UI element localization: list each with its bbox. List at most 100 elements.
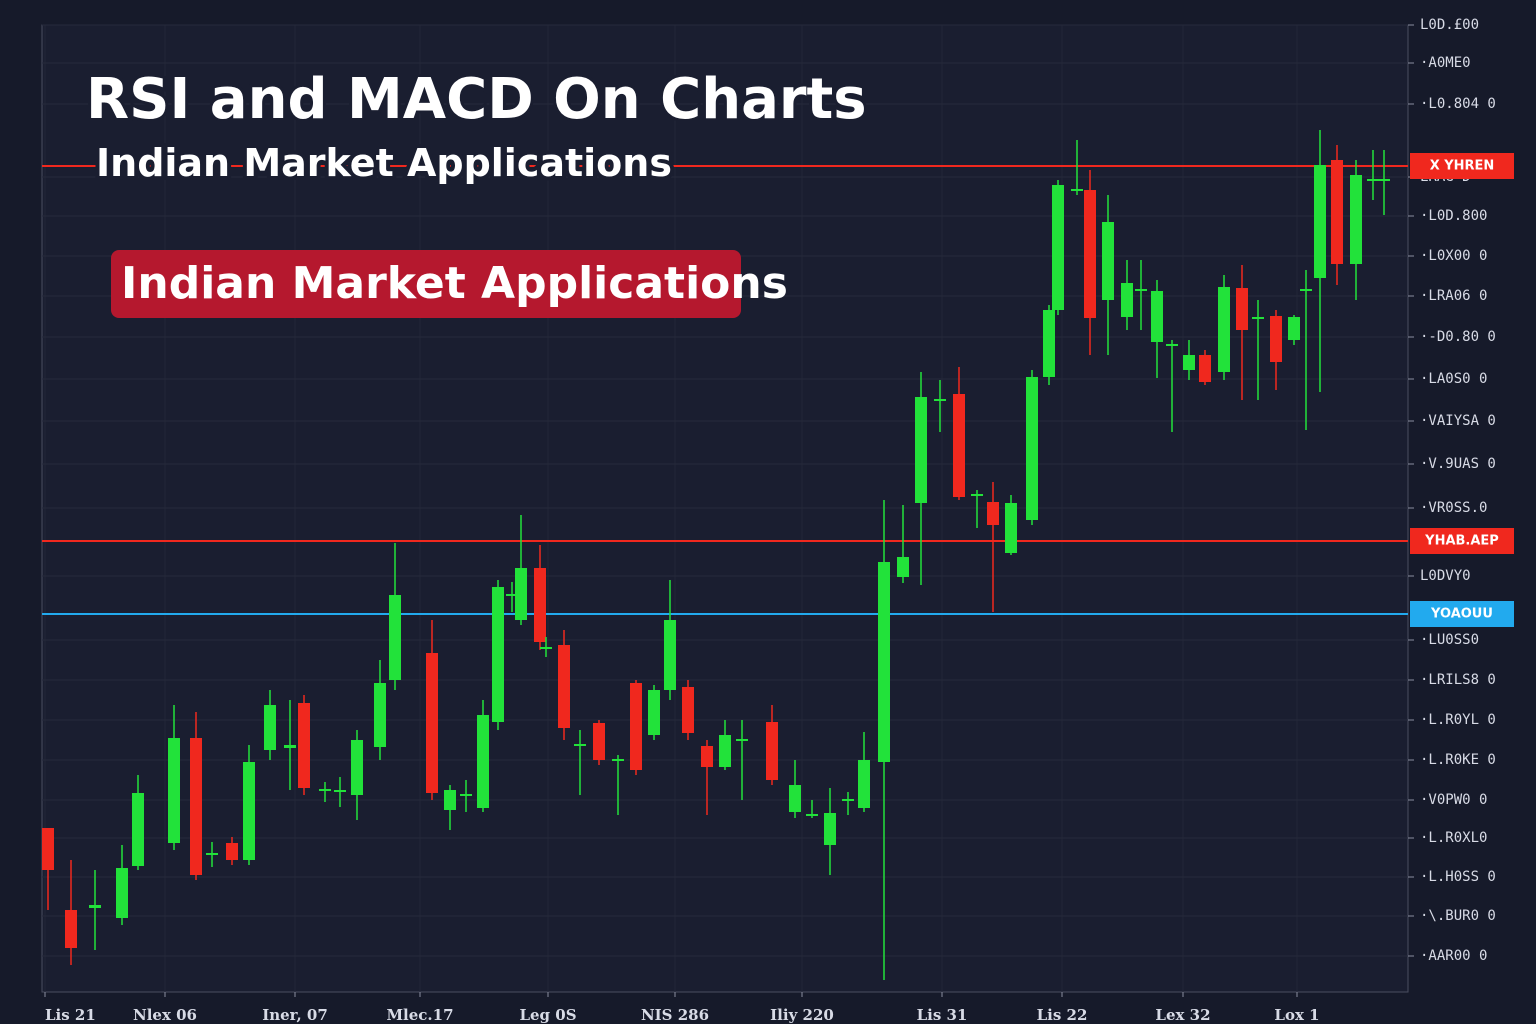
level-label-box	[1410, 153, 1514, 179]
y-tick-label: ·V0PW0 0	[1420, 792, 1487, 808]
candle-body	[1043, 310, 1055, 377]
x-tick-label: Lis 22	[1037, 1006, 1088, 1024]
candle-body	[719, 735, 731, 767]
candle-body	[987, 502, 999, 525]
candle-body	[648, 690, 660, 735]
candle-body	[540, 647, 552, 649]
candle-body	[915, 397, 927, 503]
candle-body	[664, 620, 676, 690]
y-tick-label: ·L.R0KE 0	[1420, 752, 1496, 768]
candle-body	[492, 587, 504, 722]
candle-body	[1199, 355, 1211, 382]
x-tick-label: Mlec.17	[386, 1006, 453, 1024]
y-tick-label: ·\.BUR0 0	[1420, 908, 1496, 924]
x-tick-label: Leg 0S	[519, 1006, 576, 1024]
y-tick-label: ·L0X00 0	[1420, 248, 1487, 264]
candle-body	[42, 828, 54, 870]
candle-body	[1121, 283, 1133, 317]
candle-body	[736, 739, 748, 741]
candle-body	[515, 568, 527, 620]
candle-body	[334, 790, 346, 792]
y-tick-label: L0DVY0	[1420, 568, 1471, 584]
y-tick-label: ·LU0SS0	[1420, 632, 1479, 648]
candle-body	[1071, 189, 1083, 191]
x-tick-label: Lex 32	[1155, 1006, 1210, 1024]
annotation-badge	[111, 250, 741, 318]
chart-subtitle: Indian Market Applications	[96, 141, 672, 185]
candle-body	[593, 723, 605, 760]
candle-body	[1252, 317, 1264, 319]
level-label-box	[1410, 528, 1514, 554]
candle-body	[190, 738, 202, 875]
candle-body	[1350, 175, 1362, 264]
candle-body	[264, 705, 276, 750]
level-label-box	[1410, 601, 1514, 627]
candle-body	[1052, 185, 1064, 310]
candle-body	[116, 868, 128, 918]
x-tick-label: Iner, 07	[262, 1006, 328, 1024]
x-tick-label: Lis 31	[917, 1006, 968, 1024]
candle-body	[1288, 317, 1300, 340]
candle-body	[1102, 222, 1114, 300]
y-tick-label: ·L.R0XL0	[1420, 830, 1487, 846]
candle-body	[1236, 288, 1248, 330]
candle-body	[226, 843, 238, 860]
candle-body	[1166, 344, 1178, 346]
y-tick-label: ·-D0.80 0	[1420, 329, 1496, 345]
candle-body	[319, 789, 331, 791]
y-tick-label: L0D.£00	[1420, 17, 1479, 33]
candle-body	[1300, 289, 1312, 291]
y-tick-label: ·AAR00 0	[1420, 948, 1487, 964]
candle-body	[574, 744, 586, 746]
candle-body	[351, 740, 363, 795]
candle-body	[1270, 316, 1282, 362]
candle-body	[298, 703, 310, 788]
candle-body	[243, 762, 255, 860]
candle-body	[89, 905, 101, 908]
candle-body	[477, 715, 489, 808]
candle-body	[953, 394, 965, 497]
candle-body	[766, 722, 778, 780]
y-tick-label: ·VR0SS.0	[1420, 500, 1487, 516]
candle-body	[374, 683, 386, 747]
y-tick-label: ·L0D.800	[1420, 208, 1487, 224]
x-tick-label: Nlex 06	[133, 1006, 197, 1024]
candle-body	[1314, 165, 1326, 278]
candle-body	[460, 794, 472, 796]
candle-body	[1218, 287, 1230, 372]
annotation: Indian Market Applications	[121, 258, 788, 309]
y-tick-label: ·L0.804 0	[1420, 96, 1496, 112]
candle-body	[1378, 179, 1390, 181]
x-tick-label: Lis 21	[45, 1006, 96, 1024]
y-tick-label: ·L.H0SS 0	[1420, 869, 1496, 885]
candle-body	[806, 814, 818, 816]
y-tick-label: ·A0ME0	[1420, 55, 1471, 71]
candle-body	[824, 813, 836, 845]
chart-title: RSI and MACD On Charts	[86, 67, 867, 132]
candle-body	[612, 759, 624, 761]
candle-body	[206, 853, 218, 855]
level-label: X YHREN	[1430, 159, 1495, 174]
candle-body	[389, 595, 401, 680]
level-label: YOAOUU	[1430, 607, 1493, 622]
y-tick-label: ·LRILS8 0	[1420, 672, 1496, 688]
candle-body	[506, 594, 518, 596]
level-label: YHAB.AEP	[1424, 534, 1499, 549]
y-tick-label: ·VAIYSA 0	[1420, 413, 1496, 429]
candle-body	[1135, 289, 1147, 291]
candle-body	[630, 683, 642, 770]
candle-body	[1151, 291, 1163, 342]
x-tick-label: Lox 1	[1274, 1006, 1319, 1024]
candle-body	[701, 746, 713, 767]
candle-body	[842, 799, 854, 801]
candle-body	[444, 790, 456, 810]
candle-body	[426, 653, 438, 793]
y-tick-label: ·V.9UAS 0	[1420, 456, 1496, 472]
y-tick-label: ·LA0S0 0	[1420, 371, 1487, 387]
candle-body	[284, 745, 296, 748]
candle-body	[65, 910, 77, 948]
candle-body	[1331, 160, 1343, 264]
candle-body	[789, 785, 801, 812]
y-tick-label: ·LRA06 0	[1420, 288, 1487, 304]
